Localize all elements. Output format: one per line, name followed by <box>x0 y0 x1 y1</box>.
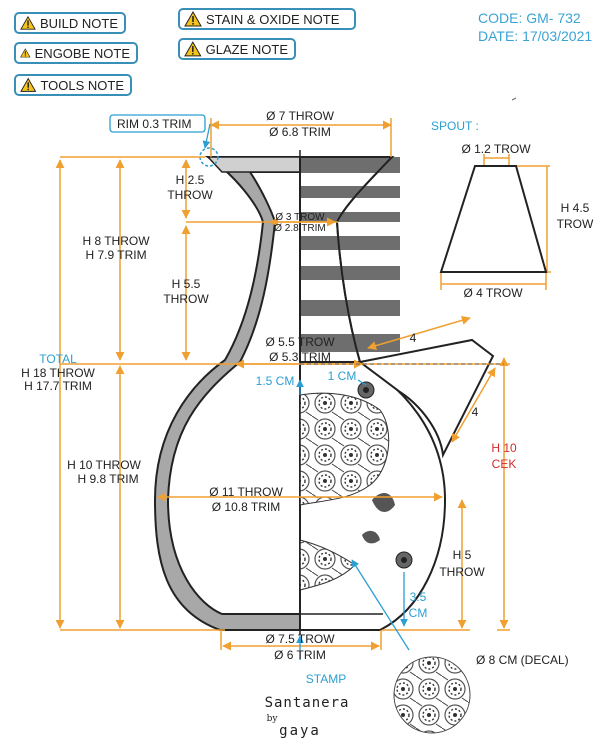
engobe-note-button[interactable]: ENGOBE NOTE <box>14 42 138 64</box>
h18-throw-label: H 18 THROW <box>21 366 95 380</box>
decal-label: Ø 8 CM (DECAL) <box>476 653 569 667</box>
warning-icon <box>20 77 37 92</box>
shoulder-trim-label: Ø 5.3 TRIM <box>269 350 331 364</box>
dimension-lines <box>55 118 551 651</box>
rim-label: RIM 0.3 TRIM <box>117 117 191 131</box>
warning-icon <box>20 15 36 30</box>
shoulder-throw-label: Ø 5.5 TROW <box>265 335 335 349</box>
neck-throw-label: Ø 3 TROW <box>275 212 325 223</box>
date-text: DATE: 17/03/2021 <box>478 28 593 44</box>
cm1-label: 1 CM <box>328 369 357 383</box>
h10-cek-unit-label: CEK <box>492 457 517 471</box>
h5-label: H 5 <box>453 548 472 562</box>
cm35-unit-label: CM <box>409 606 428 620</box>
stain-oxide-note-button[interactable]: STAIN & OXIDE NOTE <box>178 8 356 30</box>
h18-trim-label: H 17.7 TRIM <box>24 379 92 393</box>
brand-name: Santanera <box>265 695 350 711</box>
stamp-label: STAMP <box>306 672 346 686</box>
spout-bottom-label: Ø 4 TROW <box>463 286 523 300</box>
tools-note-label: TOOLS NOTE <box>40 77 124 93</box>
h55-label: H 5.5 <box>172 277 201 291</box>
h8-trim-label: H 7.9 TRIM <box>85 248 146 262</box>
brand-logo: Santanera by gaya <box>265 695 350 739</box>
build-note-button[interactable]: BUILD NOTE <box>14 12 126 34</box>
spout-length-label: 4 <box>410 331 417 345</box>
base-throw-label: Ø 7.5 TROW <box>265 632 335 646</box>
h25-label: H 2.5 <box>176 173 205 187</box>
cm35-label: 3.5 <box>410 590 427 604</box>
total-label: TOTAL <box>39 352 77 366</box>
h5-throw-label: THROW <box>439 565 485 579</box>
h10-trim-label: H 9.8 TRIM <box>77 472 138 486</box>
product-code: CODE: GM- 732 <box>478 10 581 26</box>
brand-maker: gaya <box>279 723 321 739</box>
spout-diagram <box>439 165 548 273</box>
brand-by: by <box>267 714 279 724</box>
h8-throw-label: H 8 THROW <box>82 234 150 248</box>
cm15-label: 1.5 CM <box>256 374 295 388</box>
top-trim-label: Ø 6.8 TRIM <box>269 125 331 139</box>
tools-note-button[interactable]: TOOLS NOTE <box>14 74 132 96</box>
base-trim-label: Ø 6 TRIM <box>274 648 326 662</box>
engobe-note-label: ENGOBE NOTE <box>34 45 130 61</box>
warning-icon <box>20 48 31 58</box>
h10-cek-label: H 10 <box>491 441 517 455</box>
h10-throw-label: H 10 THROW <box>67 458 141 472</box>
body-throw-label: Ø 11 THROW <box>209 485 283 499</box>
spout-title: SPOUT : <box>431 119 479 133</box>
body-trim-label: Ø 10.8 TRIM <box>212 500 280 514</box>
build-note-label: BUILD NOTE <box>39 15 118 31</box>
spout-height-unit-label: TROW <box>557 217 594 231</box>
glaze-note-label: GLAZE NOTE <box>205 41 288 57</box>
warning-icon <box>184 11 202 27</box>
h25-throw-label: THROW <box>167 188 213 202</box>
h55-throw-label: THROW <box>163 292 209 306</box>
top-throw-label: Ø 7 THROW <box>266 109 334 123</box>
stain-oxide-note-label: STAIN & OXIDE NOTE <box>206 11 340 27</box>
decal-sample <box>393 656 471 734</box>
spout-top-label: Ø 1.2 TROW <box>461 142 531 156</box>
glaze-note-button[interactable]: GLAZE NOTE <box>178 38 296 60</box>
spout-height-label: H 4.5 <box>561 201 590 215</box>
spout-side-label: 4 <box>472 405 479 419</box>
warning-icon <box>184 41 202 57</box>
neck-trim-label: Ø 2.8 TRIM <box>274 223 326 234</box>
